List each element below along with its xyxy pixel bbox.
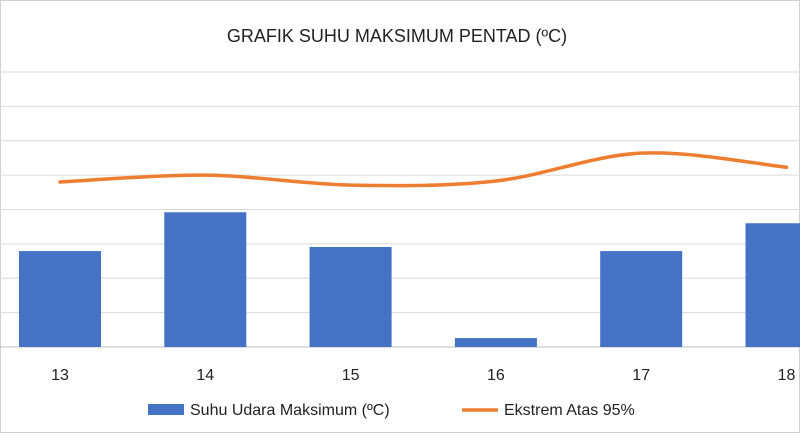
x-tick-label: 18	[778, 367, 796, 384]
x-tick-label: 13	[51, 367, 69, 384]
legend-swatch	[148, 404, 184, 415]
x-tick-label: 17	[632, 367, 650, 384]
bar	[745, 223, 800, 347]
line	[58, 151, 789, 188]
x-tick-label: 16	[487, 367, 505, 384]
x-tick-label: 15	[342, 367, 360, 384]
bar	[600, 251, 683, 347]
legend-label: Suhu Udara Maksimum (ºC)	[190, 402, 390, 419]
bar	[454, 338, 537, 347]
chart-frame	[0, 0, 800, 433]
x-tick-label: 14	[196, 367, 214, 384]
legend-label: Ekstrem Atas 95%	[504, 402, 635, 419]
bar	[19, 251, 101, 347]
bar	[309, 246, 392, 347]
bar	[164, 212, 247, 347]
chart-title: GRAFIK SUHU MAKSIMUM PENTAD (ºC)	[227, 26, 567, 46]
